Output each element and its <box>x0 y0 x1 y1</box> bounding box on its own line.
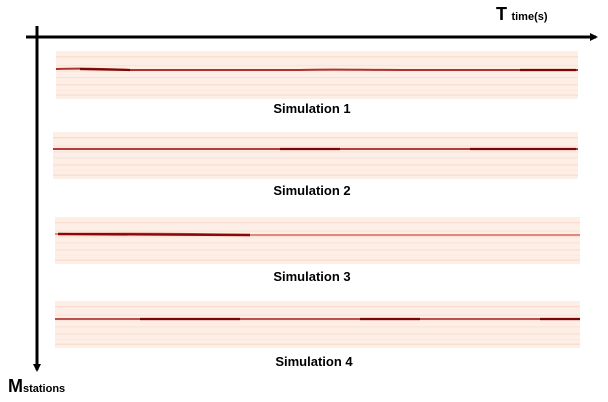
station-axis-unit: stations <box>23 383 65 395</box>
time-axis-symbol: T <box>496 4 507 24</box>
panel-2-title: Simulation 2 <box>212 183 412 198</box>
panel-1 <box>56 51 578 99</box>
panel-4-background <box>55 301 580 348</box>
panel-4-title: Simulation 4 <box>214 354 414 369</box>
time-axis-label: T time(s) <box>496 4 548 25</box>
panel-4 <box>55 301 580 348</box>
panel-3 <box>55 217 580 264</box>
panel-1-background <box>56 51 578 99</box>
panel-3-dark-segment <box>58 234 250 235</box>
panel-3-background <box>55 217 580 264</box>
panel-2 <box>53 132 578 179</box>
panel-1-title: Simulation 1 <box>212 101 412 116</box>
station-axis-symbol: M <box>8 376 23 396</box>
station-axis-label: Mstations <box>8 376 65 397</box>
time-axis-unit: time(s) <box>511 11 547 23</box>
panel-2-background <box>53 132 578 179</box>
panel-3-title: Simulation 3 <box>212 269 412 284</box>
